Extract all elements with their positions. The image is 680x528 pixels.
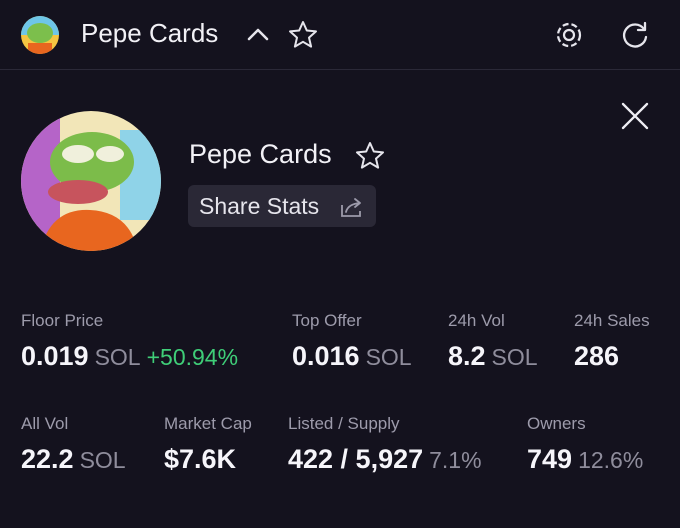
stat-label: All Vol bbox=[21, 414, 69, 433]
stat-line: 22.2 SOL bbox=[21, 444, 126, 475]
stat: All Vol 22.2 SOL bbox=[21, 414, 126, 475]
stat: Listed / Supply 422 / 5,927 7.1% bbox=[288, 414, 482, 475]
stat-value: 8.2 bbox=[448, 341, 486, 371]
stat-line: 0.019 SOL +50.94% bbox=[21, 341, 238, 372]
stat-value: 0.016 bbox=[292, 341, 360, 371]
stat-label: Market Cap bbox=[164, 414, 252, 433]
stat-change: 12.6% bbox=[578, 447, 644, 473]
stat-value: 422 / 5,927 bbox=[288, 444, 424, 474]
stat-unit: SOL bbox=[79, 447, 126, 473]
stat-line: 8.2 SOL bbox=[448, 341, 538, 372]
stat-label: 24h Sales bbox=[574, 311, 650, 330]
stat-change: +50.94% bbox=[146, 344, 239, 370]
stat-unit: SOL bbox=[365, 344, 412, 370]
header-title[interactable]: Pepe Cards bbox=[81, 18, 219, 48]
stat-value: 749 bbox=[527, 444, 573, 474]
collapse-icon[interactable] bbox=[246, 24, 270, 44]
collection-name: Pepe Cards bbox=[189, 139, 332, 169]
stat: Top Offer 0.016 SOL bbox=[292, 311, 412, 372]
settings-icon[interactable] bbox=[552, 18, 586, 52]
stat-label: Listed / Supply bbox=[288, 414, 400, 433]
favorite-icon[interactable] bbox=[355, 141, 385, 171]
stat-line: $7.6K bbox=[164, 444, 252, 475]
stat: Market Cap $7.6K bbox=[164, 414, 252, 475]
stat-value: 22.2 bbox=[21, 444, 74, 474]
header-avatar[interactable] bbox=[20, 15, 60, 55]
stat-label: Owners bbox=[527, 414, 586, 433]
close-icon[interactable] bbox=[620, 101, 650, 131]
refresh-icon[interactable] bbox=[620, 20, 650, 50]
stat-unit: SOL bbox=[491, 344, 538, 370]
stat: Floor Price 0.019 SOL +50.94% bbox=[21, 311, 238, 372]
share-button[interactable]: Share Stats bbox=[188, 185, 376, 227]
stat: 24h Sales 286 bbox=[574, 311, 650, 372]
stat-label: Top Offer bbox=[292, 311, 362, 330]
stat: Owners 749 12.6% bbox=[527, 414, 643, 475]
stat: 24h Vol 8.2 SOL bbox=[448, 311, 538, 372]
stat-value: 286 bbox=[574, 341, 620, 371]
stat-line: 0.016 SOL bbox=[292, 341, 412, 372]
top-bar: Pepe Cards bbox=[0, 0, 680, 70]
stat-unit: SOL bbox=[94, 344, 141, 370]
stat-change: 7.1% bbox=[429, 447, 482, 473]
stat-line: 422 / 5,927 7.1% bbox=[288, 444, 482, 475]
stat-line: 749 12.6% bbox=[527, 444, 643, 475]
share-icon[interactable] bbox=[340, 196, 364, 218]
stat-label: Floor Price bbox=[21, 311, 104, 330]
stat-line: 286 bbox=[574, 341, 650, 372]
share-label[interactable]: Share Stats bbox=[199, 193, 320, 219]
favorite-icon[interactable] bbox=[288, 20, 318, 50]
stat-value: 0.019 bbox=[21, 341, 89, 371]
stat-label: 24h Vol bbox=[448, 311, 505, 330]
stat-value: $7.6K bbox=[164, 444, 237, 474]
collection-avatar bbox=[21, 111, 161, 251]
